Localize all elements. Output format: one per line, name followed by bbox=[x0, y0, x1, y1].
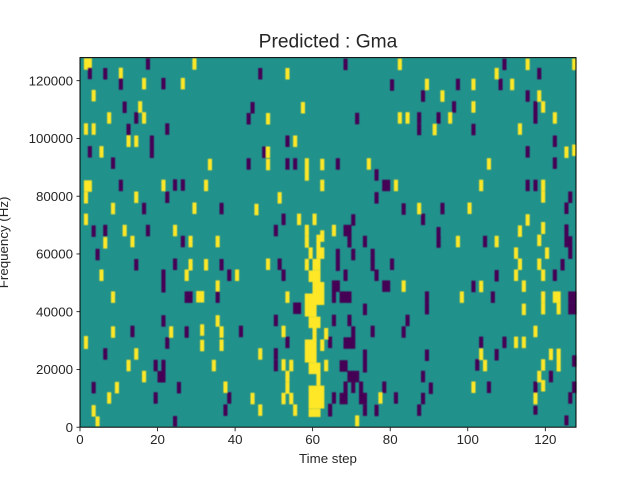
svg-text:40000: 40000 bbox=[36, 304, 73, 319]
svg-text:80: 80 bbox=[383, 432, 398, 447]
svg-text:60000: 60000 bbox=[36, 247, 73, 262]
svg-text:80000: 80000 bbox=[36, 189, 73, 204]
svg-text:0: 0 bbox=[66, 420, 73, 435]
svg-text:Frequency (Hz): Frequency (Hz) bbox=[0, 197, 11, 289]
svg-text:120: 120 bbox=[534, 432, 556, 447]
svg-text:0: 0 bbox=[76, 432, 83, 447]
svg-text:Predicted : Gma: Predicted : Gma bbox=[259, 32, 398, 53]
svg-text:20: 20 bbox=[150, 432, 165, 447]
svg-text:20000: 20000 bbox=[36, 362, 73, 377]
svg-text:120000: 120000 bbox=[29, 73, 73, 88]
svg-text:60: 60 bbox=[305, 432, 320, 447]
svg-text:100: 100 bbox=[457, 432, 479, 447]
svg-text:100000: 100000 bbox=[29, 131, 73, 146]
svg-text:Time step: Time step bbox=[299, 451, 357, 466]
svg-text:40: 40 bbox=[228, 432, 243, 447]
